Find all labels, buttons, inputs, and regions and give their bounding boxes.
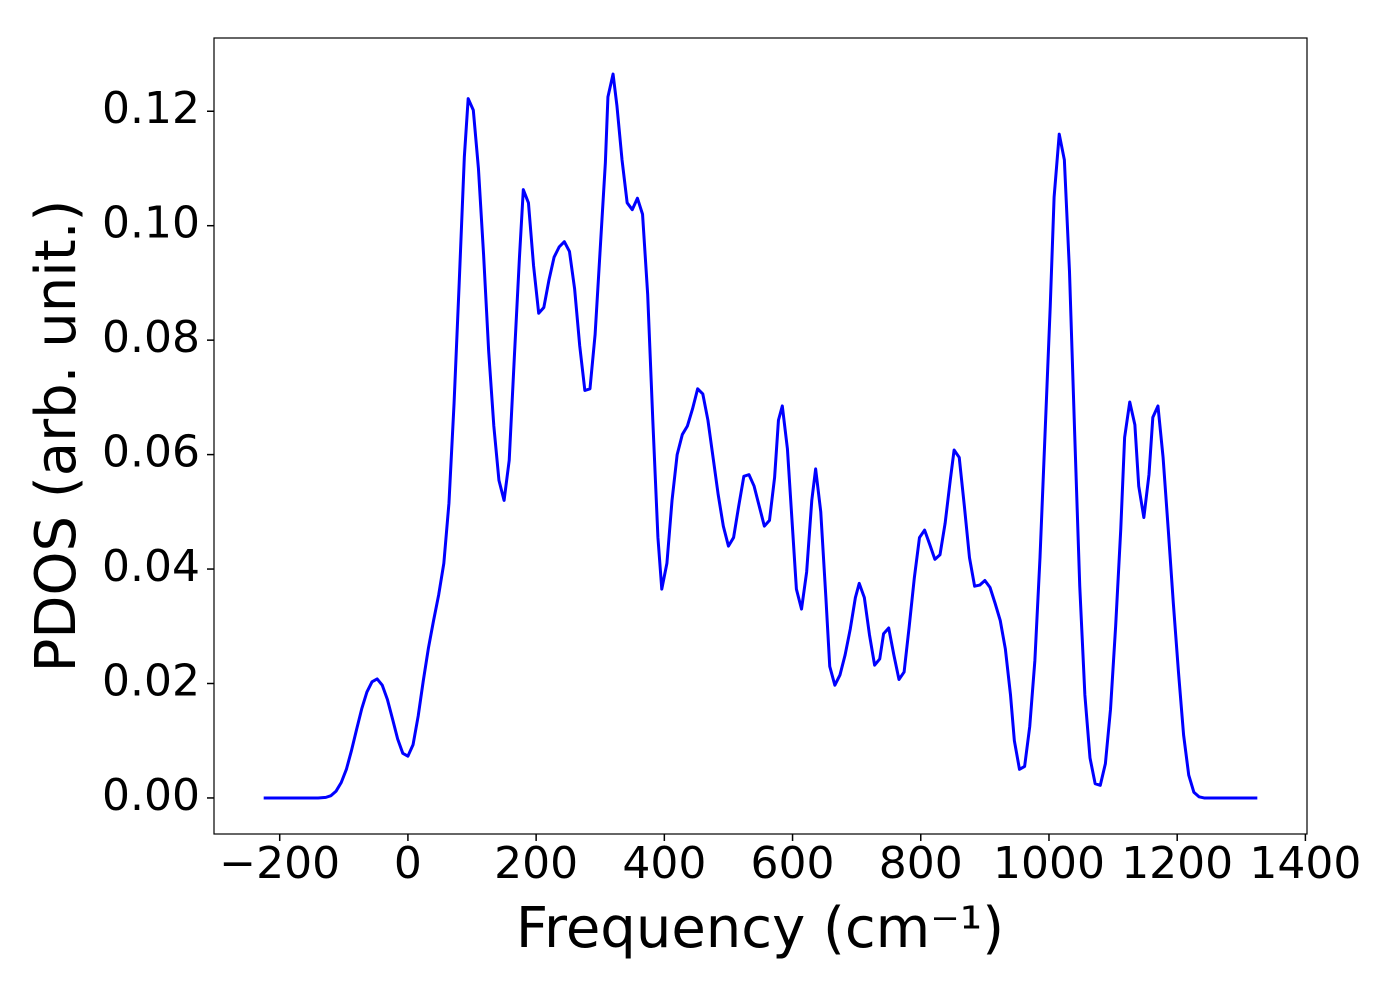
x-tick-label: 800 bbox=[879, 838, 963, 889]
x-tick-label: −200 bbox=[219, 838, 340, 889]
y-tick-label: 0.06 bbox=[102, 427, 200, 478]
plot-frame bbox=[213, 37, 1308, 835]
x-tick-label: 1200 bbox=[1121, 838, 1233, 889]
y-axis-label: PDOS (arb. unit.) bbox=[24, 200, 89, 673]
x-tick-label: 400 bbox=[622, 838, 706, 889]
x-tick-label: 1400 bbox=[1249, 838, 1361, 889]
y-tick-label: 0.12 bbox=[102, 83, 200, 134]
x-tick-label: 0 bbox=[394, 838, 422, 889]
data-line bbox=[263, 72, 1258, 800]
y-tick-label: 0.00 bbox=[102, 770, 200, 821]
y-tick-label: 0.04 bbox=[102, 541, 200, 592]
y-tick-label: 0.08 bbox=[102, 312, 200, 363]
y-tick-label: 0.02 bbox=[102, 655, 200, 706]
x-axis-label: Frequency (cm⁻¹) bbox=[516, 896, 1004, 961]
y-tick-label: 0.10 bbox=[102, 198, 200, 249]
x-tick-label: 1000 bbox=[993, 838, 1105, 889]
x-tick-label: 600 bbox=[751, 838, 835, 889]
x-tick-label: 200 bbox=[494, 838, 578, 889]
